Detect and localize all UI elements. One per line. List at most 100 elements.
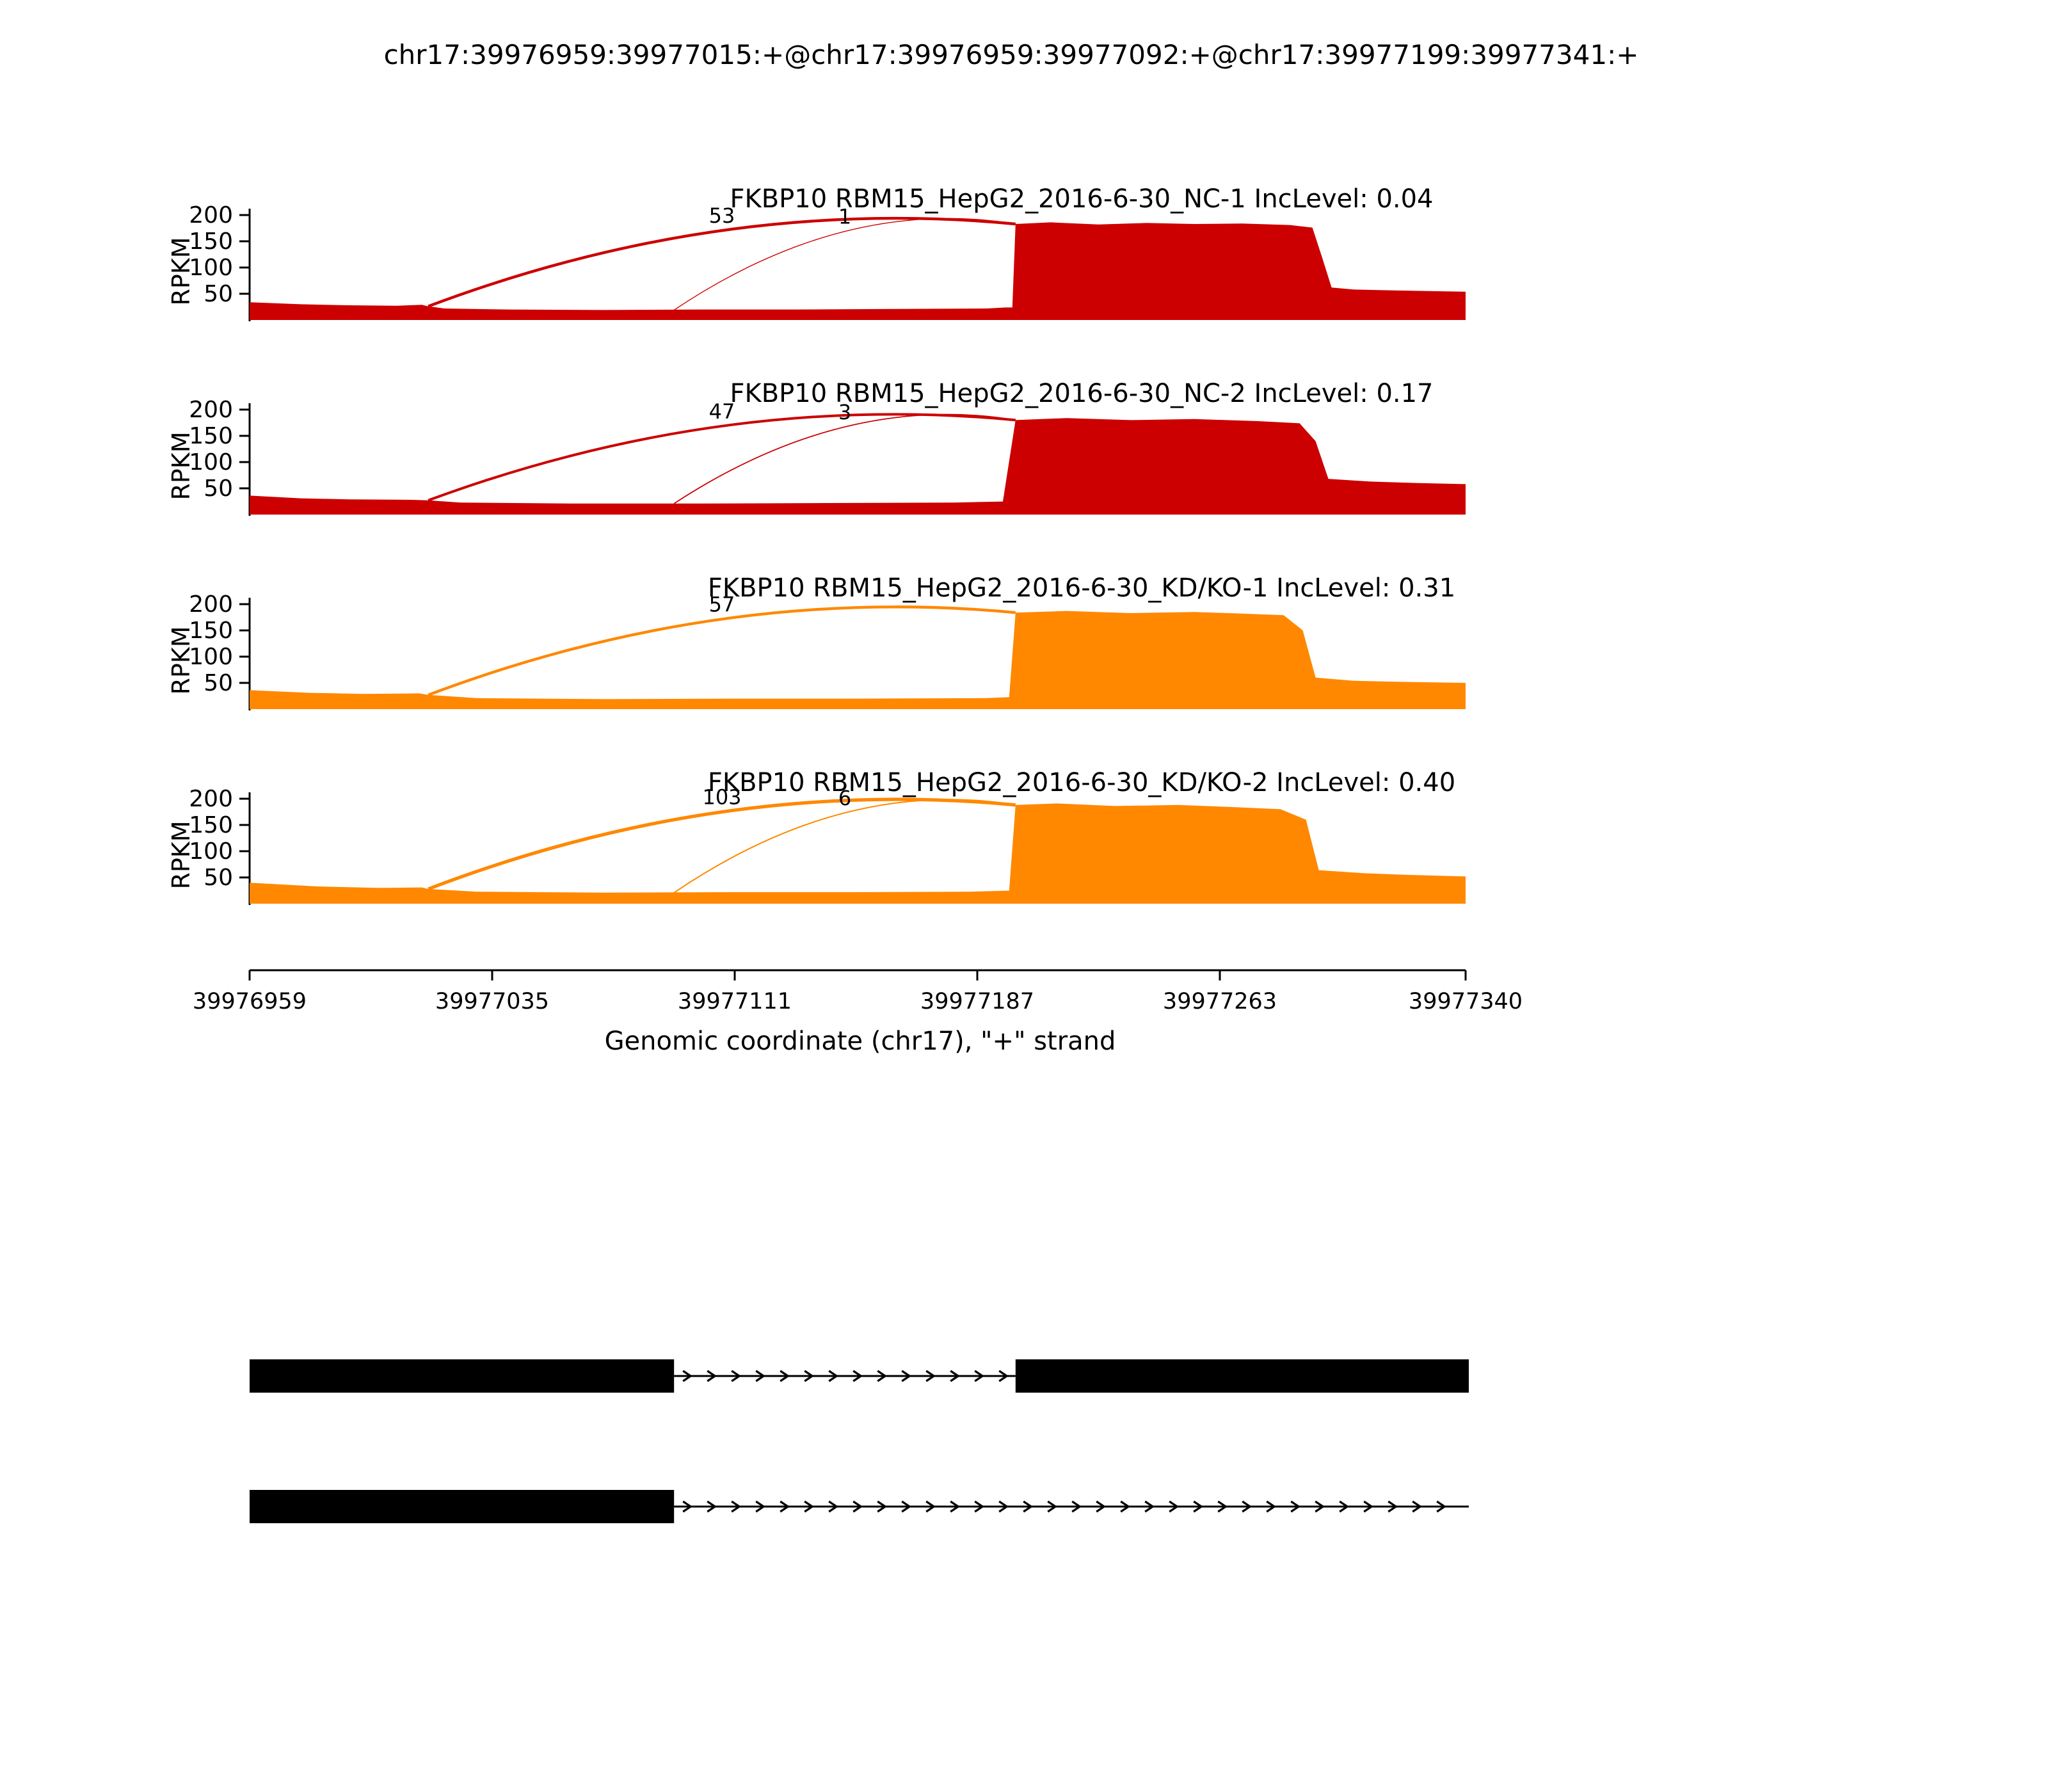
transcript-models xyxy=(250,1359,1469,1523)
coverage-area xyxy=(250,803,1466,904)
strand-arrow-icon xyxy=(1242,1500,1252,1513)
strand-arrow-icon xyxy=(877,1500,888,1513)
junction-count: 1 xyxy=(838,205,851,229)
y-axis-title: RPKM xyxy=(167,237,195,305)
y-tick-label: 150 xyxy=(189,228,233,255)
junction-arc xyxy=(428,797,1016,891)
strand-arrow-icon xyxy=(707,1500,717,1513)
y-tick-label: 50 xyxy=(204,865,233,891)
strand-arrow-icon xyxy=(974,1370,985,1382)
strand-arrow-icon xyxy=(707,1370,717,1382)
y-tick-label: 100 xyxy=(189,255,233,281)
strand-arrow-icon xyxy=(1193,1500,1204,1513)
junction-arc xyxy=(428,413,1016,502)
y-tick-label: 200 xyxy=(189,786,233,812)
junction-arc xyxy=(428,605,1016,696)
y-tick-label: 100 xyxy=(189,838,233,865)
x-tick-label: 39977340 xyxy=(1409,989,1523,1014)
strand-arrow-icon xyxy=(828,1500,839,1513)
transcript-2 xyxy=(250,1490,1469,1523)
strand-arrow-icon xyxy=(974,1500,985,1513)
y-tick-label: 50 xyxy=(204,476,233,502)
strand-arrow-icon xyxy=(755,1500,766,1513)
strand-arrow-icon xyxy=(901,1500,912,1513)
strand-arrow-icon xyxy=(780,1500,790,1513)
strand-arrow-icon xyxy=(1412,1500,1423,1513)
exon-box xyxy=(250,1490,675,1523)
track-title: FKBP10 RBM15_HepG2_2016-6-30_KD/KO-2 Inc… xyxy=(708,768,1455,797)
junction-count: 53 xyxy=(709,204,735,228)
strand-arrow-icon xyxy=(1363,1500,1374,1513)
x-tick-label: 39977263 xyxy=(1163,989,1277,1014)
strand-arrow-icon xyxy=(1266,1500,1277,1513)
track-title: FKBP10 RBM15_HepG2_2016-6-30_NC-1 IncLev… xyxy=(730,184,1433,214)
strand-arrow-icon xyxy=(1388,1500,1398,1513)
y-axis-title: RPKM xyxy=(167,431,195,500)
exon-box xyxy=(1015,1359,1469,1393)
x-tick-label: 39977111 xyxy=(678,989,792,1014)
strand-arrow-icon xyxy=(780,1370,790,1382)
junction-arc xyxy=(428,216,1016,308)
strand-arrow-icon xyxy=(852,1370,863,1382)
y-axis-title: RPKM xyxy=(167,626,195,694)
strand-arrow-icon xyxy=(852,1500,863,1513)
strand-arrow-icon xyxy=(925,1370,936,1382)
strand-arrow-icon xyxy=(877,1370,888,1382)
y-tick-label: 200 xyxy=(189,591,233,618)
strand-arrow-icon xyxy=(1047,1500,1058,1513)
strand-arrow-icon xyxy=(1315,1500,1325,1513)
junction-count: 57 xyxy=(709,592,735,616)
y-tick-label: 150 xyxy=(189,812,233,838)
track-title: FKBP10 RBM15_HepG2_2016-6-30_NC-2 IncLev… xyxy=(730,379,1433,408)
y-tick-label: 100 xyxy=(189,644,233,670)
strand-arrow-icon xyxy=(1436,1500,1447,1513)
strand-arrow-icon xyxy=(901,1370,912,1382)
y-tick-label: 150 xyxy=(189,423,233,449)
x-tick-label: 39977187 xyxy=(920,989,1034,1014)
strand-arrow-icon xyxy=(804,1370,815,1382)
strand-arrow-icon xyxy=(998,1370,1009,1382)
strand-arrow-icon xyxy=(1290,1500,1301,1513)
junction-arc xyxy=(673,413,1016,504)
y-tick-label: 50 xyxy=(204,281,233,307)
junction-arc xyxy=(673,218,1016,310)
plot-title: chr17:39976959:39977015:+@chr17:39976959… xyxy=(384,39,1639,70)
strand-arrow-icon xyxy=(1339,1500,1350,1513)
x-axis-label: Genomic coordinate (chr17), "+" strand xyxy=(605,1027,1116,1056)
y-axis-title: RPKM xyxy=(167,820,195,889)
transcript-1 xyxy=(250,1359,1469,1393)
y-tick-label: 150 xyxy=(189,618,233,644)
x-axis: 39976959 39977035 39977111 39977187 39977263… xyxy=(193,969,1523,1014)
strand-arrow-icon xyxy=(1217,1500,1228,1513)
y-tick-label: 200 xyxy=(189,202,233,228)
exon-box xyxy=(250,1359,675,1393)
strand-arrow-icon xyxy=(682,1500,693,1513)
strand-arrow-icon xyxy=(1096,1500,1107,1513)
strand-arrow-icon xyxy=(682,1370,693,1382)
junction-count: 47 xyxy=(709,399,735,424)
x-tick-label: 39976959 xyxy=(193,989,307,1014)
strand-arrow-icon xyxy=(731,1500,742,1513)
strand-arrow-icon xyxy=(1071,1500,1082,1513)
strand-arrow-icon xyxy=(828,1370,839,1382)
track-title: FKBP10 RBM15_HepG2_2016-6-30_KD/KO-1 Inc… xyxy=(708,573,1455,603)
strand-arrow-icon xyxy=(1169,1500,1180,1513)
junction-count: 6 xyxy=(838,786,851,810)
strand-arrow-icon xyxy=(950,1500,961,1513)
y-tick-label: 200 xyxy=(189,397,233,423)
junction-count: 3 xyxy=(838,400,851,424)
coverage-area xyxy=(250,611,1466,709)
y-tick-label: 50 xyxy=(204,670,233,696)
strand-arrow-icon xyxy=(998,1500,1009,1513)
strand-arrow-icon xyxy=(755,1370,766,1382)
strand-arrow-icon xyxy=(804,1500,815,1513)
coverage-area xyxy=(250,222,1466,320)
junction-count: 103 xyxy=(702,785,741,810)
strand-arrow-icon xyxy=(1120,1500,1131,1513)
